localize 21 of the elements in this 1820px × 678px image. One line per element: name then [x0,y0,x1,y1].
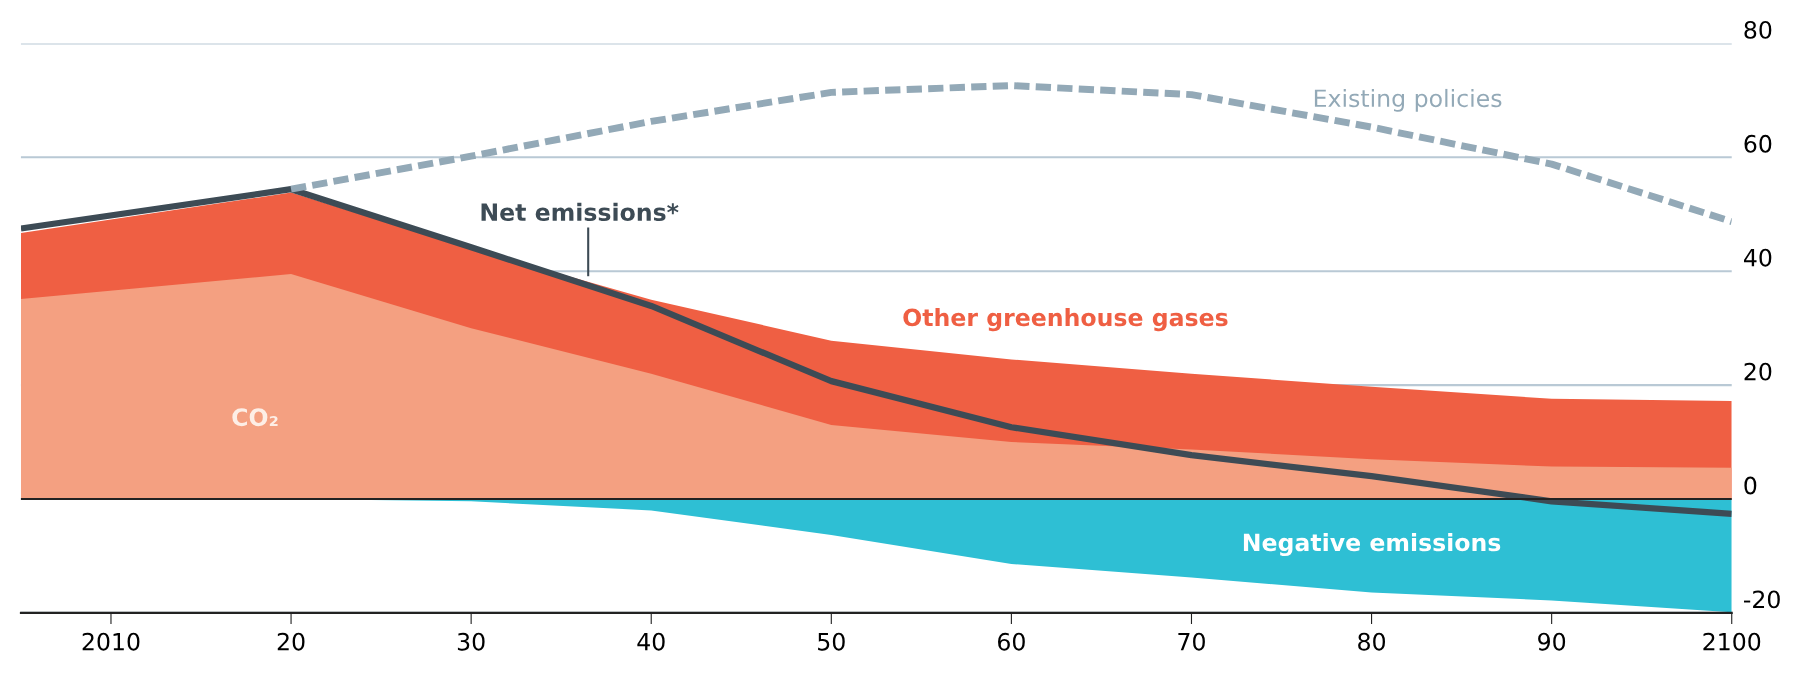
x-tick-label: 30 [457,632,485,651]
x-tick-label: 2100 [1703,632,1761,651]
x-tick-label: 90 [1538,632,1566,651]
y-tick-label: 0 [1744,476,1757,495]
y-tick-label: 40 [1744,248,1772,267]
y-tick-label: -20 [1744,590,1780,609]
y-tick-label: 20 [1744,362,1772,381]
y-tick-label: 80 [1744,20,1772,39]
series-label: Negative emissions [1243,533,1501,557]
x-tick-label: 60 [998,632,1025,651]
y-tick-label: 60 [1744,134,1772,153]
series-label: Existing policies [1314,88,1502,112]
series-label: CO₂ [232,408,278,427]
x-tick-label: 2010 [82,632,140,651]
x-tick-label: 70 [1178,632,1205,651]
x-tick-label: 40 [637,632,665,651]
series-label: Net emissions* [481,202,679,222]
x-tick-label: 50 [818,632,845,651]
series-label: Other greenhouse gases [903,308,1228,332]
x-tick-label: 20 [277,632,305,651]
x-tick-label: 80 [1358,632,1386,651]
